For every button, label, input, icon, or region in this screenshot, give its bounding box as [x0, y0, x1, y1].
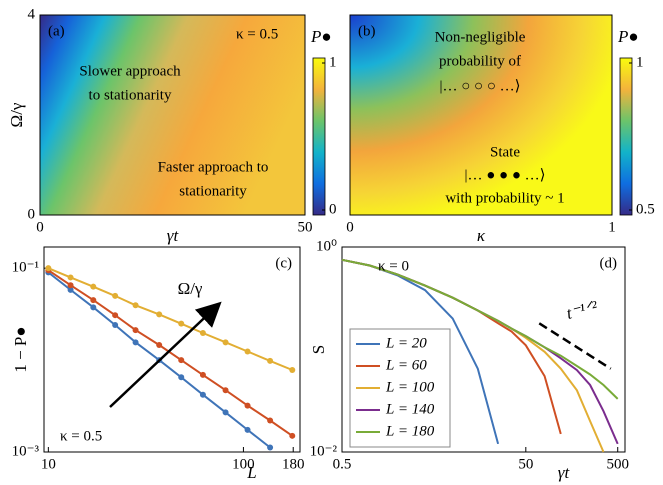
annotation: State [490, 144, 520, 160]
annotation: κ = 0.5 [236, 26, 278, 42]
data-point [222, 387, 229, 394]
x-tick-label: 0 [346, 219, 354, 235]
annotation: to stationarity [89, 87, 172, 103]
x-tick-label: 50 [518, 456, 533, 472]
plot-frame [43, 246, 301, 453]
data-point [178, 320, 185, 327]
x-axis-label: L [246, 463, 256, 482]
data-point [199, 330, 206, 337]
series-line [48, 268, 292, 370]
series-line [48, 270, 292, 436]
x-axis-label: γt [558, 463, 571, 482]
data-point [156, 341, 163, 348]
data-point [267, 417, 274, 424]
plot-frame [341, 246, 626, 453]
x-tick-label: 1 [608, 219, 616, 235]
y-tick-label: 10⁻¹ [12, 260, 39, 276]
panel-label: (b) [358, 23, 376, 39]
annotation: |… ● ● ● …⟩ [464, 167, 545, 183]
annotation: probability of [439, 53, 521, 69]
data-point [178, 374, 185, 381]
data-point [45, 265, 52, 272]
y-tick-label: 10⁰ [316, 238, 337, 254]
annotation: stationarity [179, 183, 247, 199]
legend-label: L = 140 [385, 401, 435, 417]
y-axis-label: S [309, 345, 328, 354]
data-point [199, 371, 206, 378]
colorbar-tick-label: 0.5 [636, 201, 655, 217]
x-tick-label: 0 [36, 219, 44, 235]
x-tick-label: 50 [298, 219, 313, 235]
panel-label: (d) [600, 255, 618, 271]
x-axis-label: κ [477, 226, 486, 245]
legend-label: L = 180 [385, 423, 435, 439]
colorbar-label: P● [310, 27, 332, 46]
data-point [244, 426, 251, 433]
data-point [90, 297, 97, 304]
x-tick-label: 0.5 [333, 456, 352, 472]
data-point [67, 282, 74, 289]
y-tick-label: 10⁻² [310, 443, 338, 459]
x-axis-label: γt [167, 226, 180, 245]
panel-label: (c) [275, 255, 292, 271]
x-tick-label: 500 [606, 456, 629, 472]
plot-frame [349, 14, 613, 216]
data-point [222, 409, 229, 416]
data-point [112, 321, 119, 328]
data-point [156, 311, 163, 318]
y-tick-label: 10⁻³ [12, 443, 40, 459]
x-tick-label: 100 [232, 456, 255, 472]
data-point [132, 339, 139, 346]
data-point [289, 367, 296, 374]
data-point [289, 432, 296, 439]
y-axis-label: 1 − P● [11, 326, 30, 372]
colorbar-tick-label: 1 [636, 54, 644, 70]
colorbar-tick-label: 1 [329, 54, 337, 70]
annotation: Faster approach to [158, 159, 269, 175]
data-point [67, 286, 74, 293]
data-point [244, 402, 251, 409]
heatmap-image [40, 15, 305, 215]
annotation: with probability ~ 1 [445, 190, 564, 206]
heatmap-image [350, 15, 612, 215]
data-point [112, 292, 119, 299]
panel-label: (a) [48, 23, 65, 39]
reference-label: t⁻¹ᐟ² [565, 297, 601, 323]
data-point [244, 348, 251, 355]
plot-frame [39, 14, 306, 216]
data-point [90, 283, 97, 290]
annotation: |… ○ ○ ○ …⟩ [439, 78, 520, 94]
data-point [90, 304, 97, 311]
annotation: κ = 0.5 [60, 428, 102, 444]
data-point [267, 357, 274, 364]
x-tick-label: 180 [282, 456, 305, 472]
data-point [222, 339, 229, 346]
data-point [199, 391, 206, 398]
arrow [109, 301, 222, 408]
legend-label: L = 100 [385, 379, 435, 395]
data-point [67, 274, 74, 281]
annotation: Non-negligible [435, 29, 526, 45]
colorbar [312, 57, 326, 216]
data-point [267, 444, 274, 451]
legend-label: L = 60 [385, 357, 427, 373]
arrow-label: Ω/γ [178, 279, 203, 298]
series-line [342, 260, 618, 399]
annotation: κ = 0 [378, 258, 409, 274]
colorbar-label: P● [617, 27, 639, 46]
y-tick-label: 4 [28, 6, 36, 22]
data-point [132, 302, 139, 309]
y-tick-label: 0 [28, 206, 36, 222]
y-axis-label: Ω/γ [7, 102, 26, 127]
data-point [112, 312, 119, 319]
reference-line [538, 322, 612, 370]
annotation: Slower approach [79, 63, 181, 79]
data-point [132, 327, 139, 334]
x-tick-label: 10 [41, 456, 56, 472]
colorbar-tick-label: 0 [329, 201, 337, 217]
data-point [178, 357, 185, 364]
legend-label: L = 20 [385, 335, 427, 351]
colorbar [619, 57, 633, 216]
